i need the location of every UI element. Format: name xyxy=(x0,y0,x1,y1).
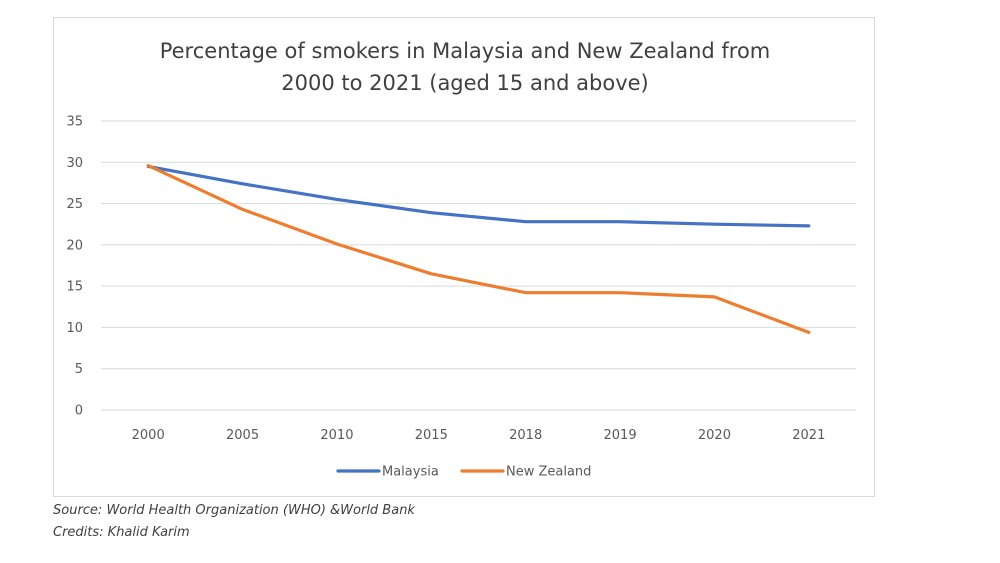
legend: Malaysia New Zealand xyxy=(336,465,591,480)
x-tick-label-2005: 2005 xyxy=(226,428,259,443)
y-axis-tick-labels: 0 5 10 15 20 25 30 35 xyxy=(66,115,83,419)
x-tick-label-2015: 2015 xyxy=(415,428,448,443)
chart-title: Percentage of smokers in Malaysia and Ne… xyxy=(160,39,771,95)
y-tick-label-0: 0 xyxy=(75,404,83,419)
x-axis-tick-labels: 2000 2005 2010 2015 2018 2019 2020 2021 xyxy=(132,428,826,443)
legend-label-new-zealand: New Zealand xyxy=(506,465,591,480)
x-tick-label-2019: 2019 xyxy=(604,428,637,443)
x-tick-label-2021: 2021 xyxy=(792,428,825,443)
y-tick-label-25: 25 xyxy=(66,197,83,212)
y-tick-label-10: 10 xyxy=(66,321,83,336)
series-line-malaysia xyxy=(146,164,811,228)
series-line-new-zealand xyxy=(146,164,811,334)
gridlines xyxy=(101,120,856,411)
x-tick-label-2000: 2000 xyxy=(132,428,165,443)
chart-frame: Percentage of smokers in Malaysia and Ne… xyxy=(53,17,875,497)
source-text: Source: World Health Organization (WHO) … xyxy=(53,503,415,518)
x-tick-label-2018: 2018 xyxy=(509,428,542,443)
x-tick-label-2020: 2020 xyxy=(698,428,731,443)
x-tick-label-2010: 2010 xyxy=(320,428,353,443)
y-tick-label-35: 35 xyxy=(66,115,83,130)
y-tick-label-20: 20 xyxy=(66,238,83,253)
credits-text: Credits: Khalid Karim xyxy=(53,525,190,540)
chart-title-line-2: 2000 to 2021 (aged 15 and above) xyxy=(281,71,648,95)
line-chart: Percentage of smokers in Malaysia and Ne… xyxy=(66,39,856,480)
y-tick-label-15: 15 xyxy=(66,280,83,295)
series-lines xyxy=(146,164,811,334)
y-tick-label-5: 5 xyxy=(75,362,83,377)
legend-label-malaysia: Malaysia xyxy=(382,465,439,480)
source-note: Source: World Health Organization (WHO) … xyxy=(53,500,415,544)
chart-title-line-1: Percentage of smokers in Malaysia and Ne… xyxy=(160,39,771,63)
y-tick-label-30: 30 xyxy=(66,156,83,171)
